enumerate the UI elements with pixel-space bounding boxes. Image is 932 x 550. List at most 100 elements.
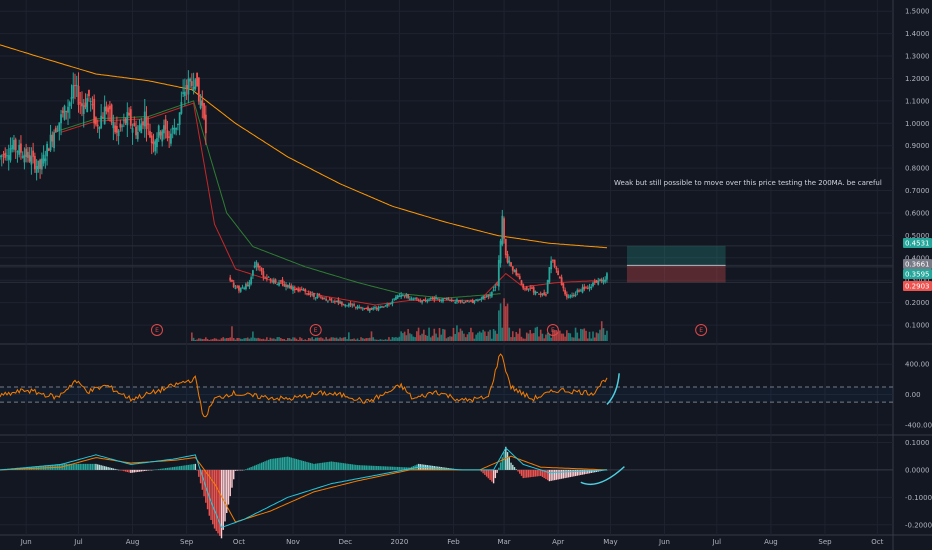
volume-bar [300,338,303,341]
price-tag-label: 0.2903 [905,283,930,291]
candle [602,280,605,283]
candle [142,121,144,126]
volume-bar [543,338,545,341]
candle [463,302,465,304]
macd-histogram-bar [63,463,66,470]
position-tool[interactable] [626,245,726,283]
volume-bar [505,306,507,341]
volume-bar [424,334,427,341]
macd-histogram-bar [83,463,85,470]
volume-bar [395,337,397,341]
macd-histogram-bar [484,469,486,475]
macd-histogram-bar [306,461,308,470]
candle [326,300,329,302]
macd-histogram-bar [489,469,491,480]
macd-histogram-bar [178,466,181,470]
macd-histogram-bar [238,469,240,471]
volume-bar [217,339,219,341]
candles[interactable] [0,70,608,313]
candle [93,98,96,124]
macd-histogram-bar [301,460,303,470]
candle [471,300,474,304]
volume-bar [316,337,319,341]
macd-histogram-bar [510,462,512,470]
earnings-marker [150,324,163,336]
volume-bar [196,339,198,341]
volume-bar [285,339,287,341]
macd-histogram-bar [517,469,519,472]
candle [276,284,279,286]
volume-bar [473,338,476,341]
macd-histogram-bar [198,469,200,477]
volume-bar [435,333,437,341]
price-tick-label: 0.5000 [905,232,930,240]
candle [182,92,185,94]
candle [403,295,406,297]
macd-histogram-bar [550,469,552,481]
macd-histogram-bar [269,459,272,470]
macd-histogram-bar [520,469,523,476]
macd-histogram-bar [552,469,554,481]
volume-bar [382,339,385,341]
macd-histogram-bar [112,468,115,470]
candle [232,282,235,288]
macd-histogram-bar [571,469,573,477]
candle [28,154,31,162]
macd-histogram-bar [117,469,120,471]
macd-histogram-bar [266,460,268,470]
macd-histogram-bar [187,464,190,470]
candle [449,300,451,302]
macd-histogram-bar [302,460,305,470]
volume-bar [433,328,436,341]
macd-histogram-bar [180,465,183,470]
volume-bar [377,339,380,341]
candle [292,286,294,291]
macd-histogram-bar [384,466,387,470]
volume-bar [218,339,221,341]
macd-histogram-bar [499,462,502,470]
target-zone [626,245,726,266]
candle [426,300,429,302]
macd-histogram-bar [519,469,521,474]
macd-panel [0,446,893,539]
candle [522,283,525,289]
candle [75,84,78,86]
candle [84,102,87,107]
candle [11,145,14,150]
macd-histogram-bar [320,462,322,470]
macd-histogram-bar [327,461,329,470]
volume-bar [498,310,500,341]
volume-bar [534,327,537,341]
macd-histogram-bar [88,463,90,470]
candle [464,301,467,303]
price-tag [903,259,932,269]
candle [171,127,174,130]
volume-bar [396,337,399,341]
candle [297,288,300,292]
candle [435,297,437,300]
macd-histogram-bar [304,461,306,470]
stop-zone [626,265,726,283]
candle [564,289,567,295]
macd-histogram-bar [403,467,406,470]
volume-bar [192,337,195,341]
volume-bar [245,338,247,341]
macd-histogram-bar [241,469,244,471]
volume-bar [323,339,326,341]
macd-histogram-bar [81,463,83,470]
candle [539,293,542,295]
candle [231,279,233,282]
macd-histogram-bar [400,467,402,470]
volume-bar [335,337,338,341]
candle [511,266,514,271]
macd-histogram-bar [215,469,217,531]
volume-bar [566,330,568,341]
candle [450,299,453,302]
candle [35,166,38,173]
volume-bar [299,337,301,341]
macd-histogram-bar [138,469,141,472]
x-tick-label: Aug [126,538,140,546]
macd-histogram-bar [119,469,122,471]
